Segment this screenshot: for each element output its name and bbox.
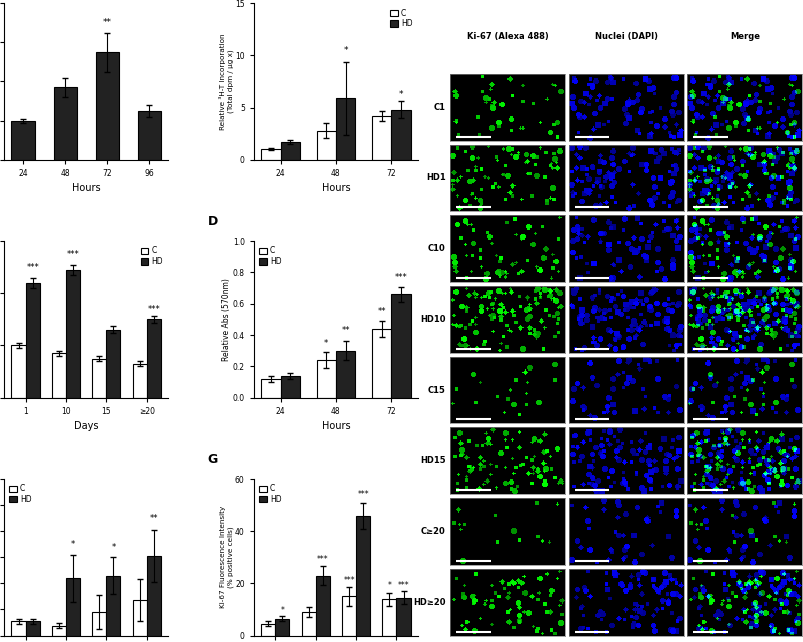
Bar (52, 353, 66, 397)
Text: ***: *** (26, 263, 39, 272)
Text: Ki-67 (Alexa 488): Ki-67 (Alexa 488) (467, 32, 548, 41)
Legend: C, HD: C, HD (257, 483, 283, 505)
Legend: C, HD: C, HD (139, 245, 165, 268)
Text: C1: C1 (433, 103, 445, 112)
Text: HD15: HD15 (419, 456, 445, 465)
Text: Nuclei (DAPI): Nuclei (DAPI) (594, 32, 657, 41)
Bar (261, 379, 280, 397)
Bar (275, 619, 289, 636)
Bar (11, 621, 26, 636)
Text: *: * (280, 605, 284, 614)
Text: ***: *** (316, 555, 328, 564)
Bar (336, 351, 355, 397)
Bar (261, 150, 280, 160)
Text: *: * (71, 541, 75, 550)
Bar (280, 142, 300, 160)
Text: C15: C15 (427, 386, 445, 395)
Bar (106, 330, 120, 397)
Bar (356, 516, 369, 636)
Text: ***: *** (147, 305, 160, 314)
Bar (391, 110, 410, 160)
Y-axis label: Relative ³H-T Incorporation
(Total dpm / µg x): Relative ³H-T Incorporation (Total dpm /… (219, 33, 234, 130)
Text: D: D (207, 216, 218, 229)
Text: *: * (111, 543, 116, 552)
Y-axis label: Relative Abs (570nm): Relative Abs (570nm) (222, 278, 231, 361)
Bar (261, 624, 275, 636)
Text: HD1: HD1 (426, 173, 445, 182)
Text: *: * (387, 581, 391, 590)
Text: ***: *** (394, 273, 407, 282)
Bar (92, 612, 106, 636)
Bar (382, 599, 396, 636)
Bar (391, 294, 410, 397)
Bar (66, 578, 80, 636)
Bar (137, 111, 161, 160)
Text: **: ** (149, 514, 158, 523)
Legend: C, HD: C, HD (389, 7, 414, 30)
Bar (316, 360, 336, 397)
Bar (66, 270, 80, 397)
Bar (146, 556, 161, 636)
Text: C10: C10 (427, 244, 445, 253)
Text: **: ** (377, 308, 385, 317)
Text: G: G (207, 453, 218, 466)
X-axis label: Days: Days (74, 421, 98, 431)
Bar (11, 121, 35, 160)
Text: ***: *** (397, 581, 409, 590)
Text: Merge: Merge (729, 32, 759, 41)
X-axis label: Hours: Hours (321, 184, 350, 193)
Bar (372, 116, 391, 160)
Text: *: * (343, 46, 348, 55)
Bar (132, 364, 146, 397)
Bar (52, 626, 66, 636)
Text: *: * (324, 338, 328, 347)
Bar (26, 621, 39, 636)
Text: HD≥20: HD≥20 (413, 598, 445, 607)
Y-axis label: Ki-67 Fluorescence Intensity
(% positive cells): Ki-67 Fluorescence Intensity (% positive… (220, 506, 234, 609)
Legend: C, HD: C, HD (257, 245, 283, 268)
Text: **: ** (103, 18, 112, 27)
Bar (11, 345, 26, 397)
Text: ***: *** (343, 576, 354, 585)
Bar (26, 283, 39, 397)
Bar (146, 319, 161, 397)
Bar (106, 576, 120, 636)
Bar (316, 130, 336, 160)
Text: *: * (398, 91, 402, 100)
Text: HD10: HD10 (420, 315, 445, 324)
Bar (336, 98, 355, 160)
Bar (132, 600, 146, 636)
X-axis label: Hours: Hours (71, 184, 100, 193)
Bar (92, 358, 106, 397)
Bar (96, 52, 119, 160)
Bar (54, 87, 76, 160)
Legend: C, HD: C, HD (8, 483, 33, 505)
Bar (301, 612, 316, 636)
Bar (280, 376, 300, 397)
Text: C≥20: C≥20 (420, 527, 445, 536)
Text: ***: *** (357, 490, 369, 499)
Text: ***: *** (67, 250, 79, 259)
Bar (316, 576, 329, 636)
Text: **: ** (341, 326, 349, 335)
Bar (396, 598, 410, 636)
X-axis label: Hours: Hours (321, 421, 350, 431)
Bar (372, 329, 391, 397)
Bar (341, 596, 356, 636)
